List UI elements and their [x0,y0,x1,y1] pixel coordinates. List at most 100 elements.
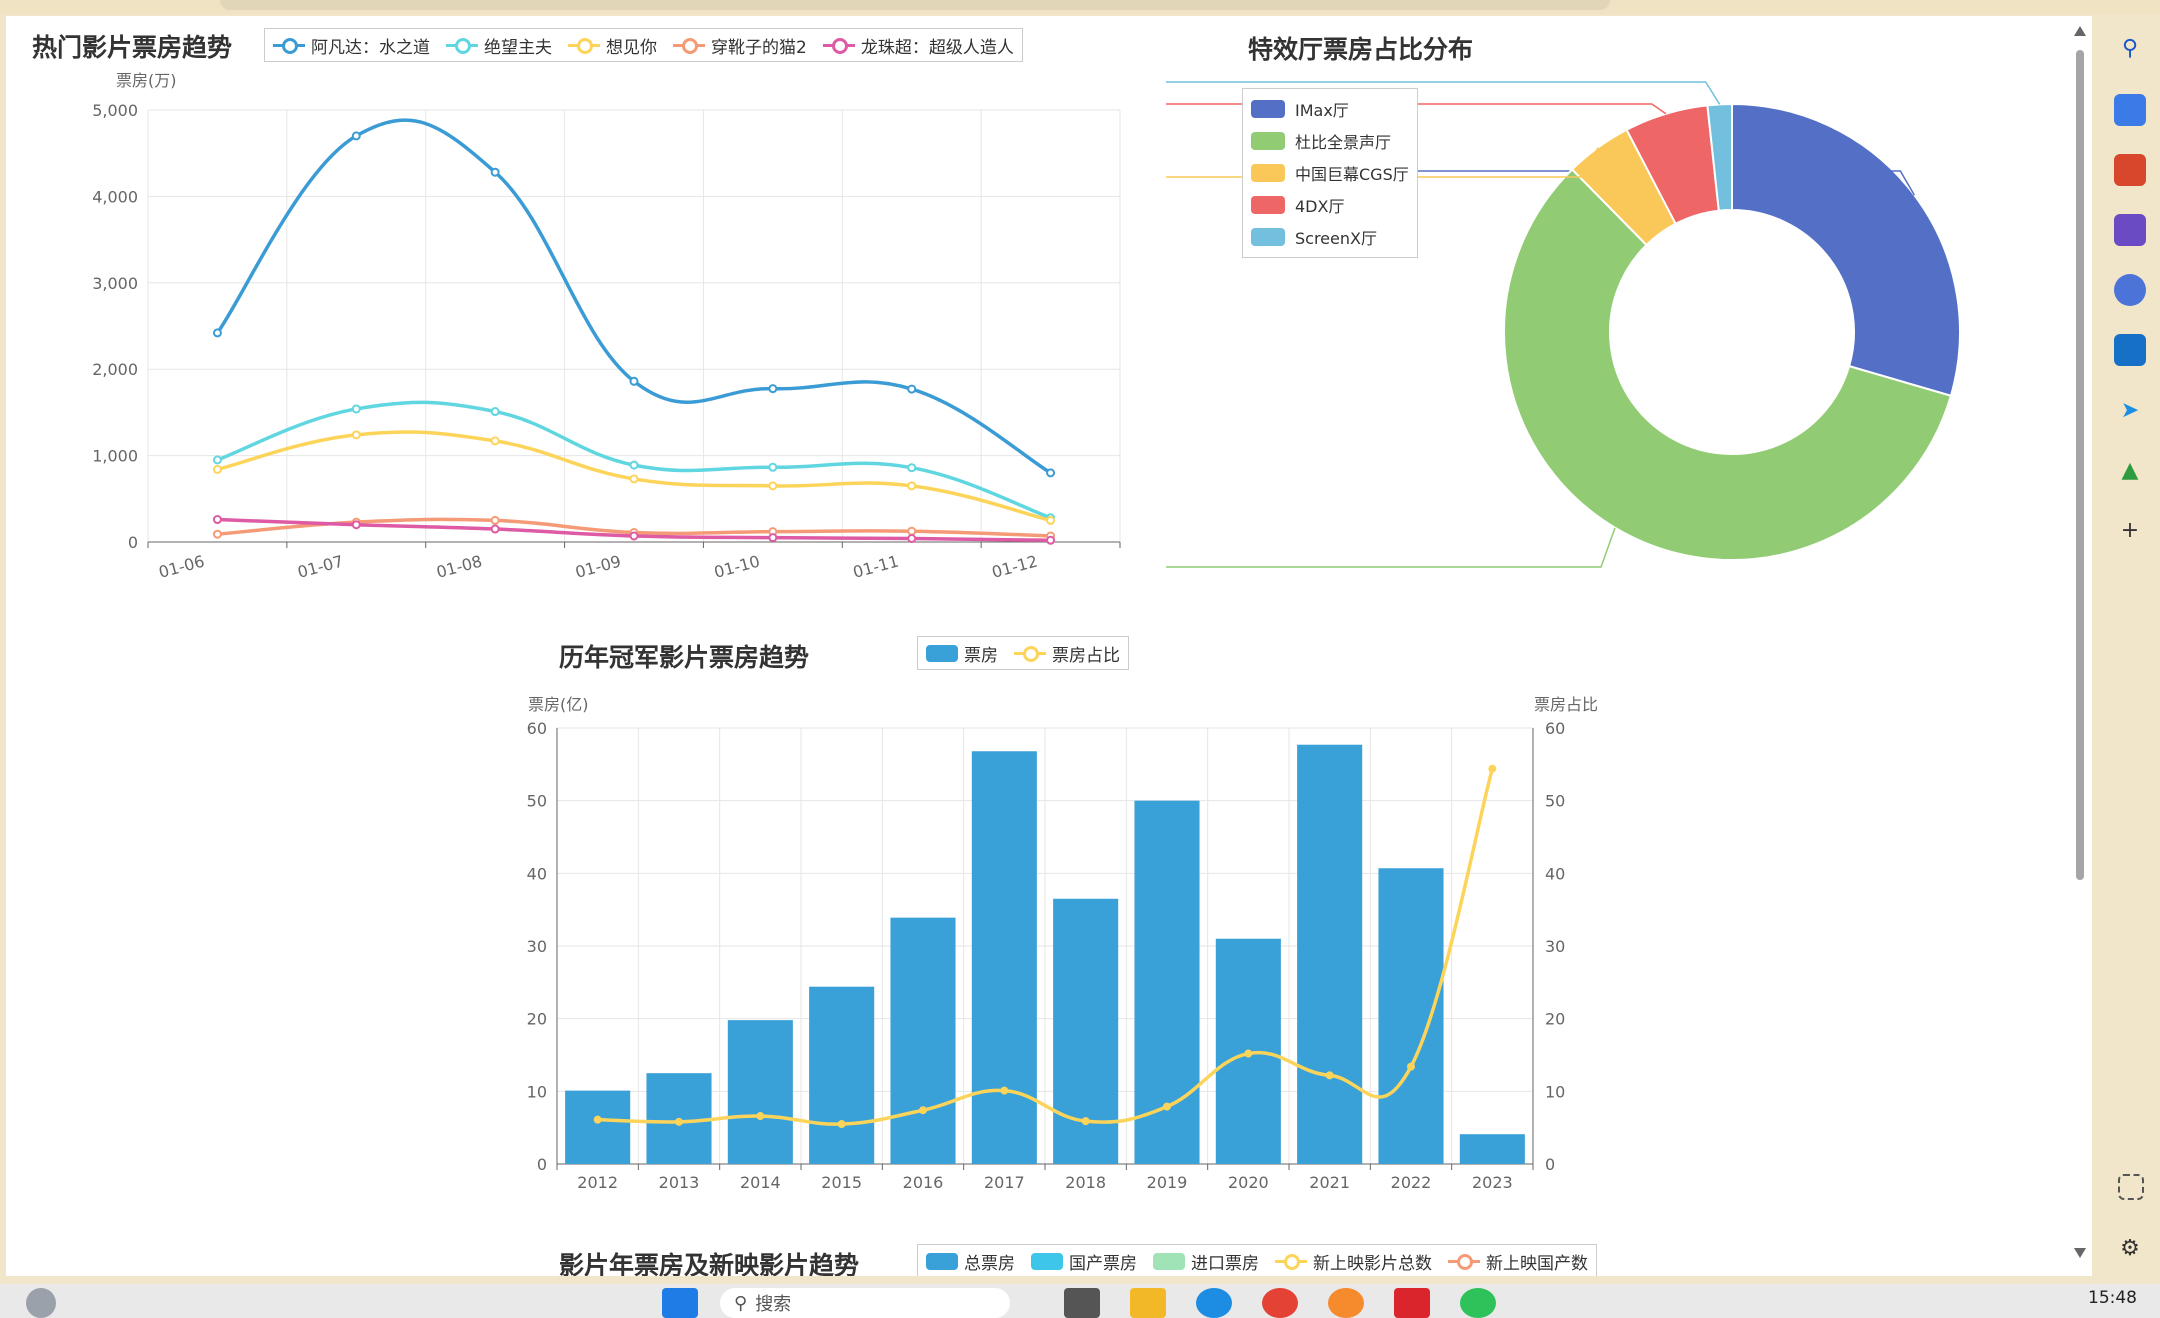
data-point [1325,1071,1334,1080]
task-view-icon[interactable] [1064,1288,1100,1318]
data-point [212,515,222,525]
pie-legend-item[interactable]: 中国巨幕CGS厅 [1251,157,1409,189]
pie-chart-legend[interactable]: IMax厅杜比全景声厅中国巨幕CGS厅 4DX厅 ScreenX厅 [1242,88,1418,258]
x-tick-label: 01-09 [573,552,623,582]
legend-swatch [273,38,305,54]
line-chart-legend[interactable]: 阿凡达：水之道 绝望主夫 想见你 穿靴子的猫2 龙珠超：超级人造人 [264,28,1023,62]
left-tick-label: 30 [527,937,547,956]
copilot-icon[interactable] [2114,274,2146,306]
toolbox-icon[interactable] [2114,154,2146,186]
x-tick-label: 2017 [984,1173,1025,1192]
line-chart-title: 热门影片票房趋势 [32,33,233,62]
firefox-icon[interactable] [1328,1288,1364,1318]
outlook-icon[interactable] [2114,334,2146,366]
windows-start-icon[interactable] [662,1288,698,1318]
legend-label: 杜比全景声厅 [1295,133,1392,152]
series-line [215,118,1052,475]
right-tick-label: 0 [1545,1155,1555,1174]
legend-item[interactable]: 绝望主夫 [446,33,552,58]
file-explorer-icon[interactable] [1130,1288,1166,1318]
data-point [212,464,222,474]
browser-sidebar: ⚲ ➤ ▲ + ⚙ [2100,14,2160,1284]
legend-item[interactable]: 新上映国产数 [1448,1249,1588,1274]
data-point [351,404,361,414]
browser-top-strip [0,0,2160,14]
left-tick-label: 10 [527,1082,547,1101]
tag-icon[interactable] [2114,94,2146,126]
combo-chart-title: 历年冠军影片票房趋势 [559,643,810,672]
scroll-up-icon[interactable] [2074,26,2086,36]
legend-label: 穿靴子的猫2 [711,37,807,58]
wechat-icon[interactable] [1460,1288,1496,1318]
x-tick-label: 2012 [577,1173,618,1192]
x-tick-label: 2022 [1391,1173,1432,1192]
legend-label: IMax厅 [1295,101,1349,120]
legend-item[interactable]: 进口票房 [1153,1249,1259,1274]
y-tick-label: 0 [128,533,138,552]
search-icon[interactable]: ⚲ [2121,35,2139,61]
legend-item[interactable]: 总票房 [926,1249,1015,1274]
left-axis-label: 票房(亿) [528,695,589,714]
legend-item[interactable]: 票房 [926,641,998,666]
x-tick-label: 01-12 [990,552,1040,582]
data-point [490,407,500,417]
taskbar-search[interactable]: ⚲ 搜索 [720,1288,1010,1318]
legend-swatch [1448,1254,1480,1270]
data-point [907,534,917,544]
search-icon: ⚲ [734,1292,748,1314]
legend-label: 新上映国产数 [1486,1253,1588,1274]
wps-icon[interactable] [1394,1288,1430,1318]
x-tick-label: 2020 [1228,1173,1269,1192]
legend-item[interactable]: 龙珠超：超级人造人 [822,33,1014,58]
bar [809,986,875,1164]
edge-icon[interactable] [1196,1288,1232,1318]
data-point [907,384,917,394]
legend-item[interactable]: 新上映影片总数 [1275,1249,1432,1274]
pie-legend-item[interactable]: 4DX厅 [1251,189,1409,221]
pie-legend-item[interactable]: 杜比全景声厅 [1251,125,1409,157]
data-point [1000,1086,1009,1095]
bottom-chart-legend[interactable]: 总票房 国产票房 进口票房 新上映影片总数 新上映国产数 [917,1244,1597,1276]
x-tick-label: 01-06 [157,552,207,582]
page-scrollbar[interactable] [2072,20,2088,1260]
add-icon[interactable]: + [2120,517,2140,543]
weather-icon[interactable] [26,1288,56,1318]
tree-icon[interactable]: ▲ [2121,457,2139,483]
chess-icon[interactable] [2114,214,2146,246]
legend-item[interactable]: 阿凡达：水之道 [273,33,430,58]
data-point [1046,468,1056,478]
data-point [1488,764,1497,773]
chrome-icon[interactable] [1262,1288,1298,1318]
legend-swatch [446,38,478,54]
scroll-down-icon[interactable] [2074,1248,2086,1258]
bar [727,1020,793,1164]
combo-chart-legend[interactable]: 票房 票房占比 [917,636,1129,670]
scrollbar-thumb[interactable] [2076,50,2084,880]
pie-slice [1706,102,1733,212]
legend-label: 总票房 [964,1253,1015,1274]
data-point [1081,1117,1090,1126]
data-point [675,1117,683,1126]
pie-legend-item[interactable]: IMax厅 [1251,93,1409,125]
data-point [490,167,500,177]
data-point [629,531,639,541]
data-point [907,481,917,491]
pie-slice [1731,102,1961,398]
settings-icon[interactable]: ⚙ [2120,1235,2140,1261]
x-tick-label: 2019 [1147,1173,1188,1192]
address-bar[interactable] [220,0,1610,10]
pie-legend-item[interactable]: ScreenX厅 [1251,221,1409,253]
legend-item[interactable]: 票房占比 [1014,641,1120,666]
legend-item[interactable]: 穿靴子的猫2 [673,33,807,58]
legend-item[interactable]: 国产票房 [1031,1249,1137,1274]
legend-item[interactable]: 想见你 [568,33,657,58]
send-icon[interactable]: ➤ [2120,397,2140,423]
screenshot-icon[interactable] [2118,1174,2144,1200]
bar [1297,744,1363,1164]
pie-label-line [1386,170,1916,196]
legend-swatch [568,38,600,54]
data-point [212,328,222,338]
series-line [216,400,1052,520]
y-axis-label: 票房(万) [116,71,177,90]
data-point [629,474,639,484]
